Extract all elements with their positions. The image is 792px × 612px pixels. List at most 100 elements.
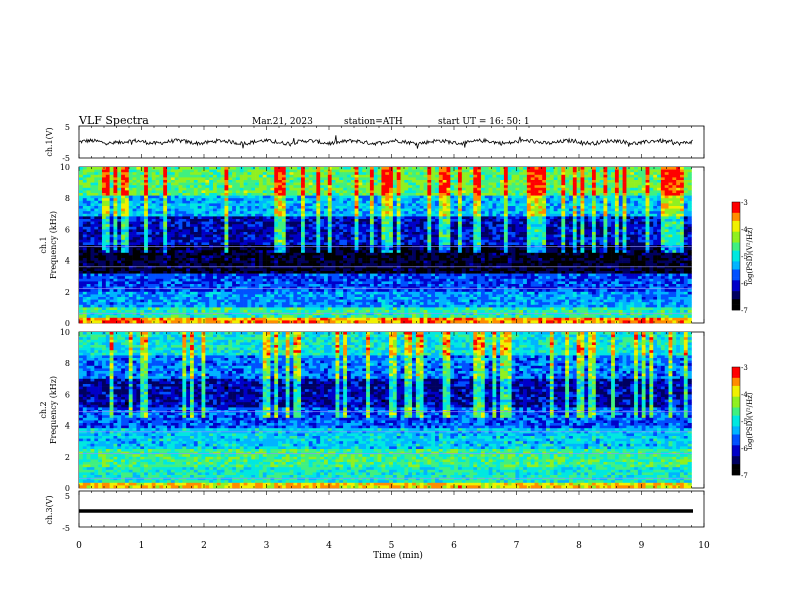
spectrogram-cell <box>542 229 547 233</box>
spectrogram-cell <box>561 190 566 194</box>
spectrogram-cell <box>427 172 432 176</box>
spectrogram-cell <box>634 237 639 241</box>
spectrogram-cell <box>457 224 463 228</box>
spectrogram-cell <box>155 187 160 191</box>
spectrogram-cell <box>435 182 440 186</box>
spectrogram-cell <box>132 213 137 217</box>
spectrogram-cell <box>308 226 313 230</box>
spectrogram-cell <box>668 221 673 225</box>
spectrogram-cell <box>687 169 692 173</box>
spectrogram-cell <box>572 224 577 228</box>
spectrogram-cell <box>599 167 604 170</box>
spectrogram-cell <box>369 211 375 215</box>
spectrogram-cell <box>266 172 271 176</box>
spectrogram-cell <box>519 219 524 222</box>
spectrogram-cell <box>465 226 470 230</box>
spectrogram-cell <box>320 185 325 189</box>
spectrogram-cell <box>607 177 612 181</box>
spectrogram-cell <box>680 216 685 220</box>
spectrogram-cell <box>293 219 298 222</box>
spectrogram-cell <box>144 213 149 217</box>
spectrogram-cell <box>672 198 677 202</box>
spectrogram-cell <box>687 193 692 196</box>
spectrogram-cell <box>174 203 179 207</box>
spectrogram-cell <box>235 187 241 191</box>
spectrogram-cell <box>473 242 478 246</box>
spectrogram-cell <box>86 200 91 204</box>
spectrogram-cell <box>167 224 172 228</box>
spectrogram-cell <box>79 239 84 243</box>
spectrogram-cell <box>492 211 497 215</box>
spectrogram-cell <box>308 187 313 191</box>
spectrogram-cell <box>297 174 302 178</box>
spectrogram-cell <box>412 185 417 189</box>
spectrogram-cell <box>542 234 547 238</box>
spectrogram-cell <box>136 211 141 215</box>
spectrogram-cell <box>163 232 168 235</box>
spectrogram-cell <box>523 232 528 235</box>
spectrogram-cell <box>274 177 279 181</box>
spectrogram-cell <box>258 242 264 246</box>
spectrogram-cell <box>151 239 156 243</box>
spectrogram-cell <box>546 193 551 196</box>
spectrogram-cell <box>228 167 233 170</box>
spectrogram-cell <box>346 219 352 222</box>
spectrogram-cell <box>645 229 650 233</box>
spectrogram-cell <box>343 242 348 246</box>
spectrogram-cell <box>350 239 355 243</box>
spectrogram-cell <box>255 193 260 196</box>
spectrogram-cell <box>163 226 168 230</box>
spectrogram-cell <box>664 180 669 183</box>
spectrogram-cell <box>193 237 198 241</box>
spectrogram-cell <box>618 229 623 233</box>
spectrogram-cell <box>228 224 233 228</box>
spectrogram-cell <box>201 195 206 199</box>
spectrogram-cell <box>507 185 512 189</box>
spectrogram-cell <box>381 216 386 220</box>
spectrogram-cell <box>450 239 455 243</box>
spectrogram-cell <box>511 221 516 225</box>
spectrogram-cell <box>90 169 95 173</box>
spectrogram-cell <box>178 221 183 225</box>
spectrogram-cell <box>404 219 409 222</box>
spectrogram-cell <box>228 169 233 173</box>
spectrogram-cell <box>258 177 264 181</box>
spectrogram-cell <box>637 234 643 238</box>
spectrogram-cell <box>603 177 608 181</box>
spectrogram-cell <box>683 193 688 196</box>
spectrogram-cell <box>377 198 382 202</box>
spectrogram-cell <box>224 211 229 215</box>
spectrogram-cell <box>603 216 608 220</box>
spectrogram-cell <box>500 185 505 189</box>
spectrogram-cell <box>212 198 218 202</box>
spectrogram-cell <box>591 229 597 233</box>
spectrogram-cell <box>98 193 103 196</box>
spectrogram-cell <box>346 203 352 207</box>
spectrogram-cell <box>369 239 375 243</box>
spectrogram-cell <box>607 195 612 199</box>
spectrogram-cell <box>205 203 210 207</box>
spectrogram-cell <box>285 187 290 191</box>
spectrogram-cell <box>285 239 290 243</box>
spectrogram-cell <box>247 234 252 238</box>
spectrogram-cell <box>113 213 118 217</box>
spectrogram-cell <box>293 237 298 241</box>
spectrogram-cell <box>599 200 604 204</box>
spectrogram-cell <box>147 177 153 181</box>
spectrogram-cell <box>580 221 585 225</box>
spectrogram-cell <box>350 203 355 207</box>
spectrogram-cell <box>488 177 493 181</box>
spectrogram-cell <box>618 172 623 176</box>
spectrogram-cell <box>389 229 394 233</box>
spectrogram-cell <box>584 193 589 196</box>
spectrogram-cell <box>235 221 241 225</box>
spectrogram-cell <box>400 224 405 228</box>
spectrogram-cell <box>653 174 658 178</box>
spectrogram-cell <box>473 216 478 220</box>
spectrogram-cell <box>645 237 650 241</box>
spectrogram-cell <box>595 221 600 225</box>
spectrogram-cell <box>258 185 264 189</box>
spectrogram-cell <box>672 203 677 207</box>
spectrogram-cell <box>419 221 424 225</box>
spectrogram-cell <box>224 172 229 176</box>
